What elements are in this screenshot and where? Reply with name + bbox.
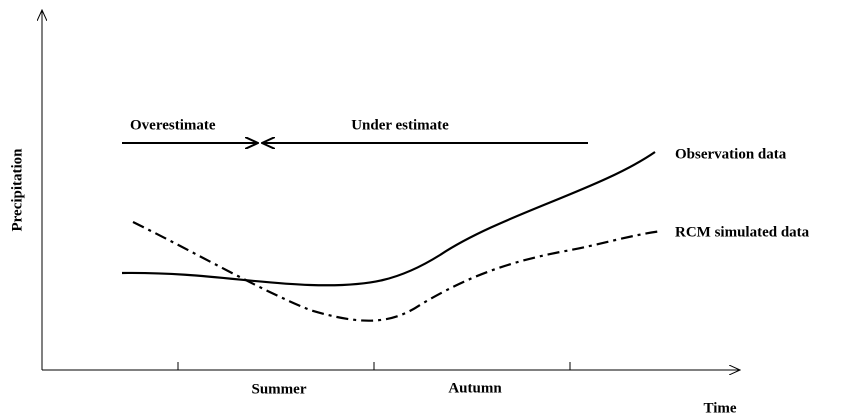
annotation: Under estimate	[351, 117, 449, 133]
x-label: Time	[703, 400, 736, 416]
x-category: Autumn	[448, 380, 502, 396]
simulated-curve	[132, 221, 663, 322]
x-category: Summer	[252, 381, 307, 397]
observed-curve	[121, 151, 656, 287]
y-label: Precipitation	[9, 148, 25, 232]
curve-label: RCM simulated data	[675, 224, 810, 240]
curve-label: Observation data	[675, 146, 787, 162]
annotation: Overestimate	[130, 117, 216, 133]
